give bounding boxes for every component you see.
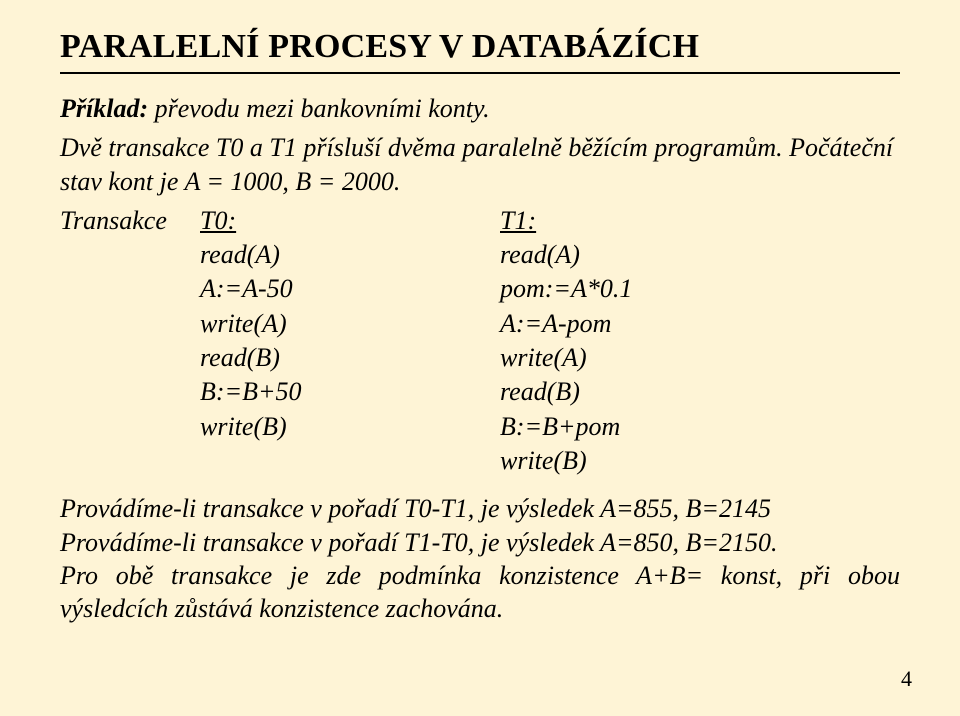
intro-rest: převodu mezi bankovními konty. xyxy=(148,94,490,123)
transaction-step-row: write(A) A:=A-pom xyxy=(60,307,900,341)
transaction-step-row: B:=B+50 read(B) xyxy=(60,375,900,409)
t0-step: A:=A-50 xyxy=(200,272,500,306)
transaction-block: Transakce T0: T1: read(A) read(A) A:=A-5… xyxy=(60,204,900,479)
t1-step: read(B) xyxy=(500,375,900,409)
intro-line-2: Dvě transakce T0 a T1 přísluší dvěma par… xyxy=(60,131,900,198)
spacer xyxy=(60,444,200,478)
transaction-header-row: Transakce T0: T1: xyxy=(60,204,900,238)
transaction-step-row: write(B) xyxy=(60,444,900,478)
t0-step: write(A) xyxy=(200,307,500,341)
t0-step: read(B) xyxy=(200,341,500,375)
title-divider xyxy=(60,72,900,74)
t0-step: read(A) xyxy=(200,238,500,272)
t1-step: write(B) xyxy=(500,444,900,478)
spacer xyxy=(60,341,200,375)
t1-step: A:=A-pom xyxy=(500,307,900,341)
t1-step: read(A) xyxy=(500,238,900,272)
transaction-step-row: write(B) B:=B+pom xyxy=(60,410,900,444)
spacer xyxy=(60,238,200,272)
results-block: Provádíme-li transakce v pořadí T0-T1, j… xyxy=(60,492,900,625)
page-title: PARALELNÍ PROCESY V DATABÁZÍCH xyxy=(60,28,900,66)
transaction-label: Transakce xyxy=(60,204,200,238)
t0-step: B:=B+50 xyxy=(200,375,500,409)
t1-header: T1: xyxy=(500,204,900,238)
result-line-2: Provádíme-li transakce v pořadí T1-T0, j… xyxy=(60,526,900,559)
transaction-step-row: read(B) write(A) xyxy=(60,341,900,375)
t0-header: T0: xyxy=(200,204,500,238)
t0-step-empty xyxy=(200,444,500,478)
t1-step: write(A) xyxy=(500,341,900,375)
spacer xyxy=(60,410,200,444)
spacer xyxy=(60,375,200,409)
spacer xyxy=(60,307,200,341)
spacer xyxy=(60,272,200,306)
t1-step: B:=B+pom xyxy=(500,410,900,444)
t0-step: write(B) xyxy=(200,410,500,444)
transaction-step-row: A:=A-50 pom:=A*0.1 xyxy=(60,272,900,306)
result-line-1: Provádíme-li transakce v pořadí T0-T1, j… xyxy=(60,492,900,525)
transaction-step-row: read(A) read(A) xyxy=(60,238,900,272)
page-number: 4 xyxy=(901,666,912,692)
slide: PARALELNÍ PROCESY V DATABÁZÍCH Příklad: … xyxy=(0,0,960,716)
intro-line-1: Příklad: převodu mezi bankovními konty. xyxy=(60,92,900,125)
intro-prefix: Příklad: xyxy=(60,94,148,123)
result-line-3: Pro obě transakce je zde podmínka konzis… xyxy=(60,559,900,626)
t1-step: pom:=A*0.1 xyxy=(500,272,900,306)
